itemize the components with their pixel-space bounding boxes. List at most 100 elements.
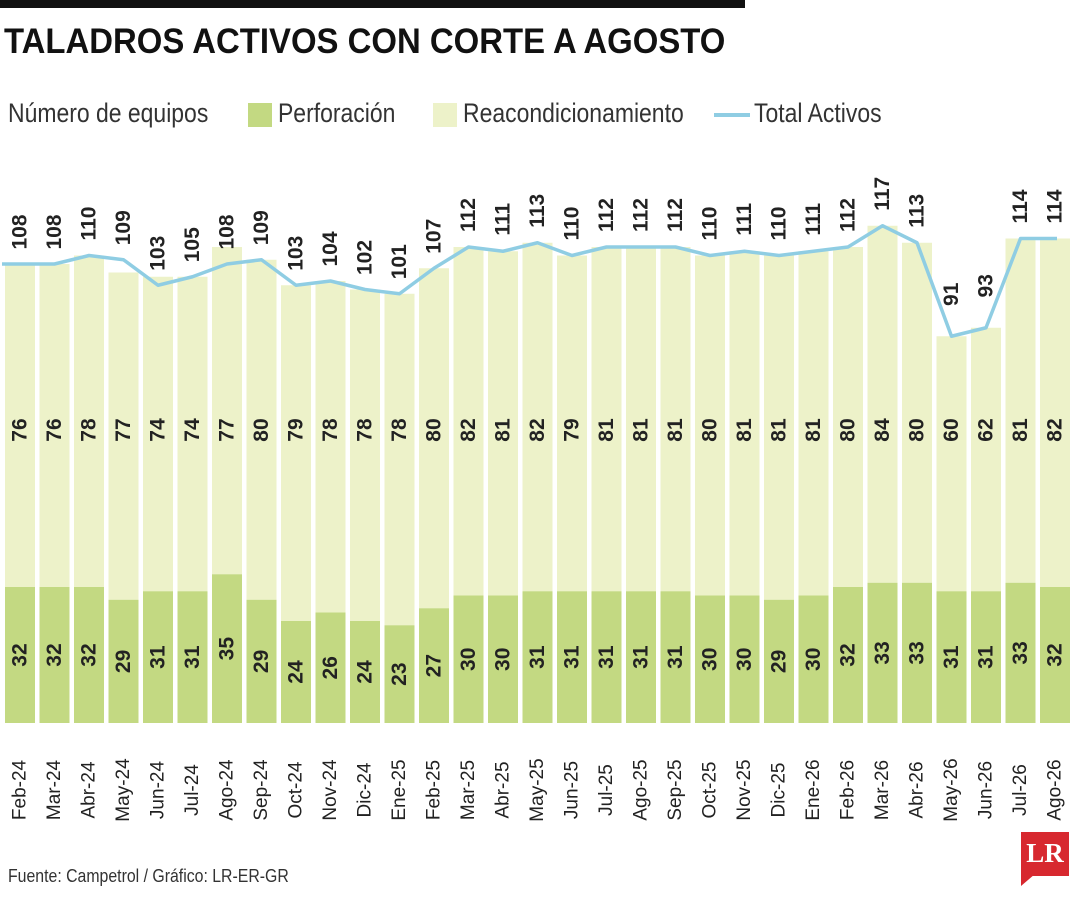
label-perforacion-ago-24: 35 (216, 637, 239, 661)
bar-perforacion-mar-25 (453, 595, 484, 723)
label-perforacion-mar-24: 32 (43, 643, 66, 666)
label-total-nov-24: 104 (319, 231, 342, 266)
bar-perforacion-feb-25 (419, 608, 449, 723)
label-perforacion-dic-25: 29 (768, 650, 791, 673)
bar-perforacion-abr-25 (488, 595, 518, 723)
label-total-dic-25: 110 (768, 207, 791, 241)
label-reacondicionamiento-abr-24: 78 (78, 418, 101, 442)
label-perforacion-jun-26: 31 (975, 645, 998, 669)
label-total-oct-24: 103 (285, 236, 308, 271)
tick-label-mar-24: Mar-24 (44, 759, 65, 820)
label-total-jun-26: 93 (975, 274, 998, 297)
bar-reacondicionamiento-ene-26 (798, 251, 829, 596)
bar-perforacion-feb-26 (833, 587, 863, 723)
label-reacondicionamiento-jun-25: 79 (561, 418, 584, 441)
bar-reacondicionamiento-sep-25 (660, 247, 691, 592)
label-reacondicionamiento-jul-24: 74 (181, 418, 204, 442)
chart-title: TALADROS ACTIVOS CON CORTE A AGOSTO (4, 22, 726, 61)
bar-perforacion-ene-26 (798, 595, 829, 723)
label-total-jul-25: 112 (595, 198, 618, 232)
bar-perforacion-jun-25 (557, 591, 587, 723)
label-reacondicionamiento-nov-25: 81 (733, 418, 756, 442)
label-perforacion-may-24: 29 (112, 650, 135, 673)
label-total-jul-24: 105 (181, 227, 204, 262)
bar-reacondicionamiento-jul-26 (1005, 238, 1036, 583)
bar-reacondicionamiento-ene-25 (384, 293, 415, 626)
tick-label-mar-26: Mar-26 (872, 760, 893, 820)
bar-perforacion-jul-24 (177, 591, 208, 723)
label-reacondicionamiento-mar-24: 76 (43, 418, 66, 441)
label-reacondicionamiento-dic-25: 81 (768, 418, 791, 442)
label-perforacion-ene-25: 23 (388, 662, 411, 685)
legend: Número de equipos Perforación Reacondici… (8, 98, 1068, 132)
bar-reacondicionamiento-abr-25 (488, 251, 518, 596)
tick-label-feb-25: Feb-25 (424, 760, 445, 820)
label-reacondicionamiento-oct-24: 79 (285, 418, 308, 441)
bar-reacondicionamiento-feb-24 (5, 264, 35, 587)
tick-label-sep-25: Sep-25 (665, 759, 686, 820)
bar-perforacion-abr-24 (74, 587, 104, 723)
bar-perforacion-sep-25 (660, 591, 691, 723)
bar-reacondicionamiento-jul-25 (591, 247, 622, 592)
label-total-ago-26: 114 (1044, 189, 1067, 223)
label-perforacion-may-26: 31 (940, 645, 963, 669)
bar-reacondicionamiento-feb-26 (833, 247, 863, 587)
tick-label-jun-24: Jun-24 (148, 761, 169, 820)
bar-perforacion-may-25 (522, 591, 553, 723)
bar-perforacion-abr-26 (902, 582, 932, 723)
bar-perforacion-jun-24 (143, 591, 173, 723)
label-total-ago-25: 112 (630, 198, 653, 232)
label-reacondicionamiento-feb-25: 80 (423, 418, 446, 441)
label-total-oct-25: 110 (699, 207, 722, 241)
tick-label-oct-24: Oct-24 (286, 761, 307, 818)
label-total-nov-25: 111 (733, 203, 756, 236)
line-total-activos (2, 224, 1057, 338)
label-perforacion-sep-25: 31 (664, 645, 687, 669)
tick-label-jun-25: Jun-25 (562, 761, 583, 819)
tick-label-abr-26: Abr-26 (907, 761, 928, 818)
label-reacondicionamiento-ago-25: 81 (630, 418, 653, 442)
label-perforacion-abr-26: 33 (906, 641, 929, 664)
tick-label-abr-24: Abr-24 (79, 761, 100, 818)
label-total-ene-26: 111 (802, 203, 825, 236)
label-perforacion-abr-25: 30 (492, 648, 515, 671)
label-total-feb-25: 107 (423, 219, 446, 254)
legend-label-perforacion: Perforación (278, 98, 396, 128)
tick-label-may-24: May-24 (113, 758, 134, 822)
label-reacondicionamiento-may-26: 60 (940, 418, 963, 441)
label-total-feb-26: 112 (837, 198, 860, 232)
label-perforacion-ago-26: 32 (1044, 643, 1067, 666)
label-total-feb-24: 108 (9, 214, 32, 249)
label-perforacion-feb-25: 27 (423, 654, 446, 677)
label-perforacion-jun-24: 31 (147, 645, 170, 669)
legend-swatch-reacondicionamiento (433, 103, 457, 127)
label-perforacion-jun-25: 31 (561, 645, 584, 669)
bar-perforacion-nov-24 (315, 612, 346, 723)
bar-reacondicionamiento-may-26 (936, 336, 967, 592)
bar-perforacion-dic-24 (350, 621, 380, 723)
tick-label-jul-25: Jul-25 (596, 764, 617, 816)
label-total-sep-24: 109 (250, 210, 273, 245)
bar-reacondicionamiento-may-25 (522, 242, 553, 592)
label-reacondicionamiento-jul-26: 81 (1009, 418, 1032, 442)
label-reacondicionamiento-feb-26: 80 (837, 418, 860, 441)
label-total-sep-25: 112 (664, 198, 687, 232)
tick-label-may-25: May-25 (527, 758, 548, 821)
bar-perforacion-mar-26 (867, 582, 898, 723)
label-perforacion-jul-26: 33 (1009, 641, 1032, 664)
lr-logo (1021, 832, 1069, 876)
bar-reacondicionamiento-abr-24 (74, 255, 104, 587)
bar-reacondicionamiento-may-24 (108, 272, 139, 600)
bar-reacondicionamiento-jun-26 (971, 327, 1001, 592)
bar-reacondicionamiento-dic-24 (350, 289, 380, 621)
label-perforacion-ago-25: 31 (630, 645, 653, 669)
bar-perforacion-sep-24 (246, 599, 277, 723)
label-perforacion-feb-26: 32 (837, 643, 860, 666)
tick-label-feb-24: Feb-24 (10, 759, 31, 820)
legend-swatch-total-activos (714, 113, 750, 117)
bar-reacondicionamiento-oct-25 (695, 255, 725, 596)
label-perforacion-nov-25: 30 (733, 648, 756, 671)
bar-perforacion-may-26 (936, 591, 967, 723)
label-total-abr-24: 110 (78, 207, 101, 241)
bar-perforacion-jul-25 (591, 591, 622, 723)
